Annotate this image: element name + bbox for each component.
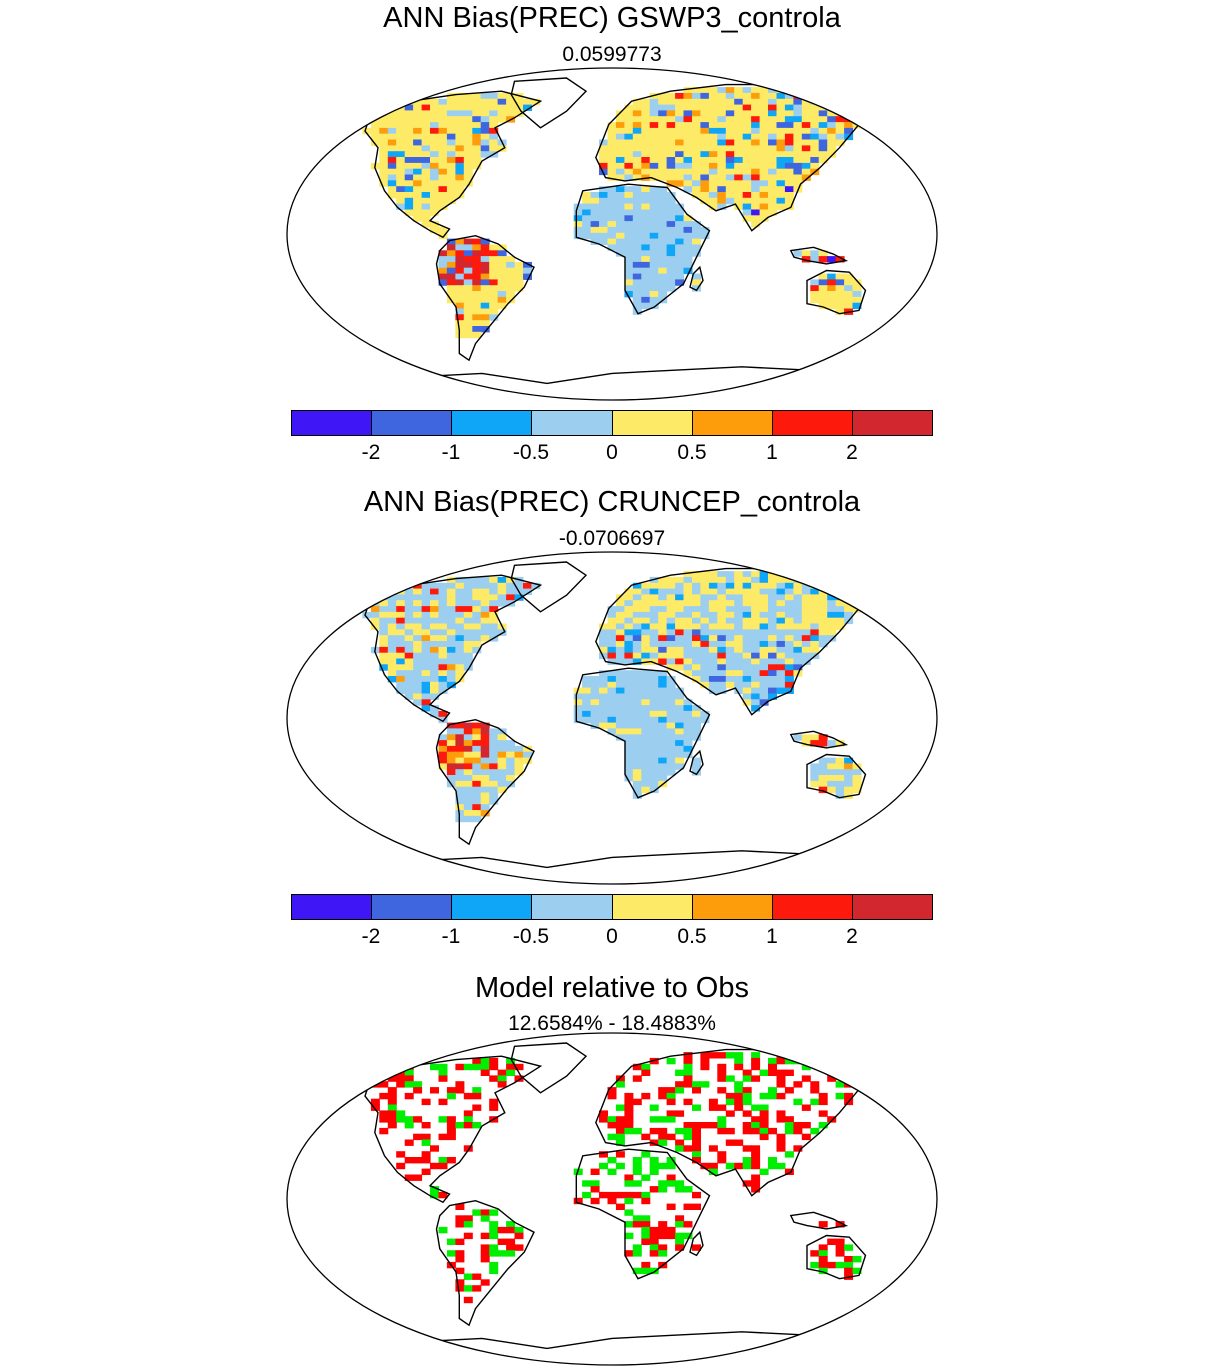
eurasia-coastline bbox=[595, 1048, 874, 1197]
colorbar-2-tick: -1 bbox=[441, 925, 461, 948]
panel-2-subtitle: -0.0706697 bbox=[558, 527, 666, 550]
colorbar-2-box-7 bbox=[772, 895, 853, 919]
africa-coastline bbox=[575, 183, 711, 315]
australia-coastline bbox=[806, 1234, 867, 1280]
colorbar-2-box-3 bbox=[452, 895, 533, 919]
south-america-coastline bbox=[435, 234, 535, 362]
colorbar-1-tick: -2 bbox=[361, 441, 381, 464]
map-3-boundary bbox=[286, 1032, 938, 1366]
se-asia-islands-coastline bbox=[789, 1211, 849, 1230]
map-3-grid-cells bbox=[370, 1052, 870, 1304]
se-asia-islands-coastline bbox=[789, 730, 849, 749]
antarctica-coastline bbox=[416, 1331, 827, 1350]
australia-coastline bbox=[806, 269, 867, 315]
north-america-coastline bbox=[364, 90, 543, 239]
colorbar-1 bbox=[291, 410, 933, 436]
colorbar-2 bbox=[291, 894, 933, 920]
colorbar-2-box-1 bbox=[292, 895, 373, 919]
map-1-coastlines bbox=[364, 77, 874, 385]
colorbar-2-box-5 bbox=[612, 895, 693, 919]
se-asia-islands-coastline bbox=[789, 246, 849, 265]
map-1-boundary bbox=[286, 67, 938, 401]
africa-coastline bbox=[575, 667, 711, 799]
map-2-grid-cells bbox=[362, 571, 870, 823]
colorbar-2-box-8 bbox=[852, 895, 932, 919]
colorbar-1-box-6 bbox=[692, 411, 773, 435]
colorbar-2-tick: 0 bbox=[606, 925, 618, 948]
panel-1-title: ANN Bias(PREC) GSWP3_controla bbox=[383, 2, 841, 34]
colorbar-2-box-4 bbox=[532, 895, 613, 919]
north-america-coastline bbox=[364, 574, 543, 723]
south-america-coastline bbox=[435, 1199, 535, 1327]
colorbar-2-box-2 bbox=[372, 895, 453, 919]
madagascar-coastline bbox=[689, 749, 704, 776]
greenland-coastline bbox=[510, 77, 588, 129]
map-2-boundary bbox=[286, 551, 938, 885]
north-america-coastline bbox=[364, 1055, 543, 1204]
map-3-layer bbox=[286, 1032, 938, 1366]
south-america-coastline bbox=[435, 718, 535, 846]
australia-coastline bbox=[806, 753, 867, 799]
colorbar-1-box-7 bbox=[772, 411, 853, 435]
colorbar-2-box-6 bbox=[692, 895, 773, 919]
colorbar-2-tick: 1 bbox=[766, 925, 778, 948]
colorbar-1-tick: 2 bbox=[846, 441, 858, 464]
colorbar-2-tick: -2 bbox=[361, 925, 381, 948]
africa-coastline bbox=[575, 1148, 711, 1280]
colorbar-2-tick: 0.5 bbox=[677, 925, 707, 948]
map-3-coastlines bbox=[364, 1042, 874, 1350]
greenland-coastline bbox=[510, 561, 588, 613]
colorbar-1-box-1 bbox=[292, 411, 373, 435]
eurasia-coastline bbox=[595, 83, 874, 232]
panel-1-subtitle: 0.0599773 bbox=[562, 43, 662, 66]
colorbar-1-tick: -0.5 bbox=[512, 441, 550, 464]
colorbar-1-tick: 0.5 bbox=[677, 441, 707, 464]
panel-3-subtitle: 12.6584% - 18.4883% bbox=[508, 1012, 716, 1035]
colorbar-2-tick: 2 bbox=[846, 925, 858, 948]
antarctica-coastline bbox=[416, 366, 827, 385]
greenland-coastline bbox=[510, 1042, 588, 1094]
colorbar-1-box-3 bbox=[452, 411, 533, 435]
colorbar-1-tick: -1 bbox=[441, 441, 461, 464]
colorbar-1-box-2 bbox=[372, 411, 453, 435]
eurasia-coastline bbox=[595, 567, 874, 716]
map-1-layer bbox=[286, 67, 938, 401]
colorbar-1-box-8 bbox=[852, 411, 932, 435]
panel-2-title: ANN Bias(PREC) CRUNCEP_controla bbox=[363, 486, 861, 518]
map-1-grid-cells bbox=[362, 87, 870, 339]
madagascar-coastline bbox=[689, 1230, 704, 1257]
colorbar-1-box-4 bbox=[532, 411, 613, 435]
colorbar-1-tick: 1 bbox=[766, 441, 778, 464]
colorbar-1-tick: 0 bbox=[606, 441, 618, 464]
madagascar-coastline bbox=[689, 265, 704, 292]
colorbar-2-tick: -0.5 bbox=[512, 925, 550, 948]
map-2-layer bbox=[286, 551, 938, 885]
map-2-coastlines bbox=[364, 561, 874, 869]
colorbar-1-box-5 bbox=[612, 411, 693, 435]
panel-3-title: Model relative to Obs bbox=[474, 972, 749, 1004]
antarctica-coastline bbox=[416, 850, 827, 869]
